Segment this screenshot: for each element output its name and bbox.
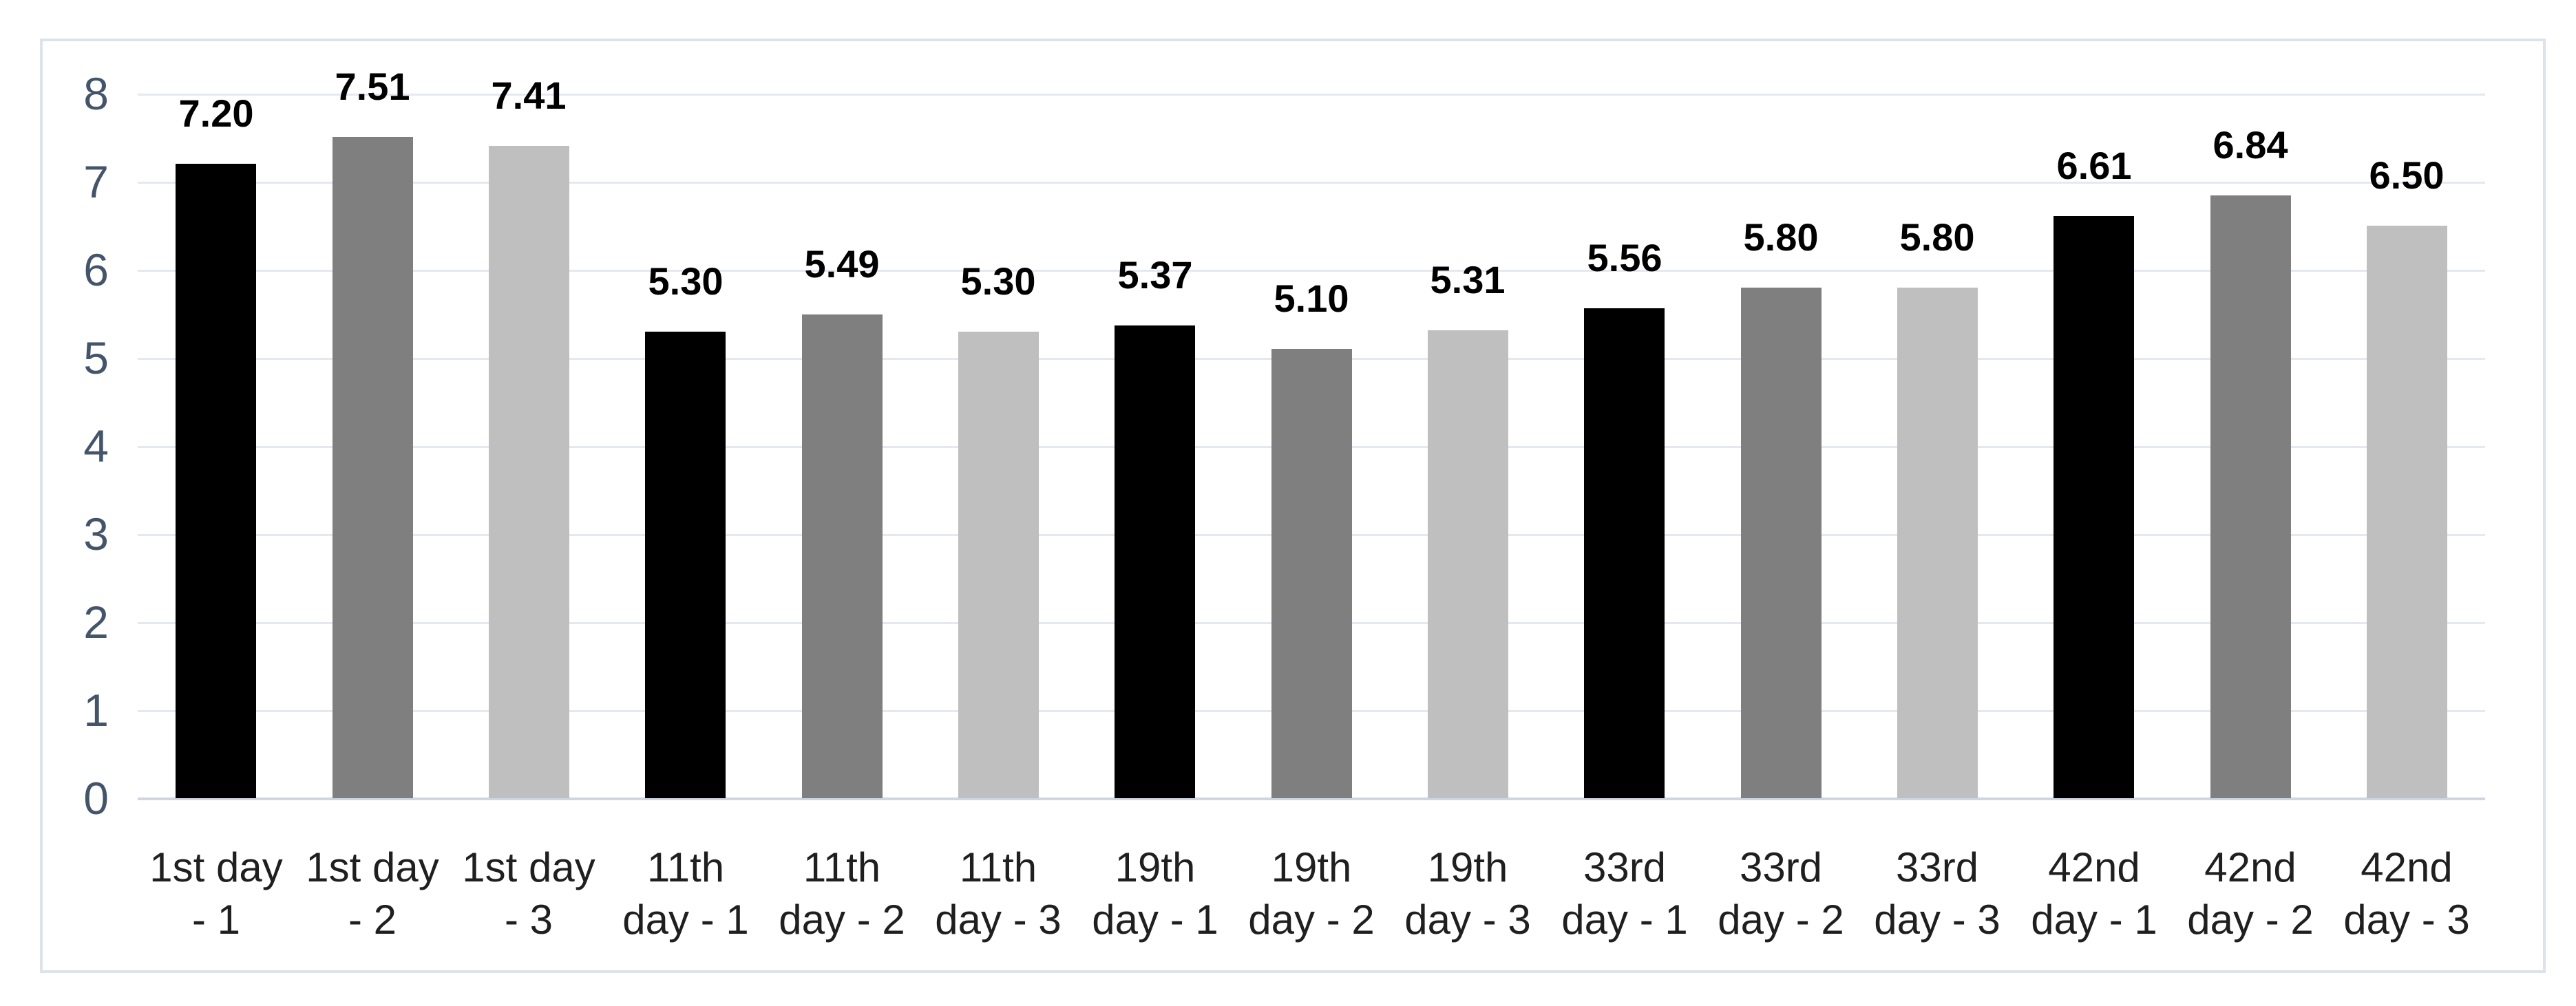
bar-value-label: 6.84: [2213, 123, 2288, 167]
category-label-line: 1st day: [149, 844, 283, 890]
x-axis-category-label: 42nd day - 3: [2303, 842, 2510, 946]
category-label-line: 19th: [1427, 844, 1508, 890]
category-label-line: 42nd: [2204, 844, 2297, 890]
x-axis-category-label: 11th day - 1: [582, 842, 789, 946]
x-axis-category-label: 19th day - 1: [1052, 842, 1258, 946]
category-label-line: - 3: [504, 897, 553, 943]
category-label-line: day - 2: [779, 897, 905, 943]
gridline: [138, 94, 2485, 96]
category-label-line: day - 1: [1092, 897, 1218, 943]
y-axis-tick-label: 3: [83, 509, 109, 559]
gridline: [138, 182, 2485, 184]
bar: [1271, 349, 1352, 798]
category-label-line: 1st day: [306, 844, 439, 890]
category-label-line: 42nd: [2361, 844, 2453, 890]
bar: [489, 146, 569, 798]
x-axis-category-label: 19th day - 2: [1208, 842, 1415, 946]
bar: [645, 332, 726, 798]
bar: [1897, 288, 1978, 798]
category-label-line: 1st day: [462, 844, 595, 890]
bar: [2367, 226, 2447, 798]
bar: [332, 137, 413, 798]
x-axis-category-label: 11th day - 3: [895, 842, 1101, 946]
category-label-line: 33rd: [1583, 844, 1667, 890]
category-label-line: day - 2: [1248, 897, 1375, 943]
category-label-line: day - 3: [935, 897, 1062, 943]
bar: [1741, 288, 1822, 798]
bar: [1584, 308, 1665, 798]
category-label-line: day - 3: [2343, 897, 2470, 943]
gridline: [138, 270, 2485, 272]
bar-value-label: 5.49: [804, 242, 880, 286]
y-axis-tick-label: 5: [83, 332, 109, 383]
category-label-line: 19th: [1115, 844, 1196, 890]
bar-value-label: 5.30: [648, 259, 724, 303]
bar-value-label: 5.80: [1899, 215, 1975, 259]
y-axis-tick-label: 4: [83, 420, 109, 471]
x-axis-category-label: 19th day - 3: [1364, 842, 1571, 946]
category-label-line: day - 1: [1561, 897, 1688, 943]
bar: [2054, 216, 2134, 798]
bar: [802, 314, 883, 798]
category-label-line: day - 1: [622, 897, 749, 943]
y-axis-tick-label: 7: [83, 156, 109, 207]
category-label-line: day - 1: [2031, 897, 2157, 943]
x-axis-category-label: 1st day - 1: [113, 842, 319, 946]
x-axis-category-label: 1st day - 3: [425, 842, 632, 946]
bar-value-label: 7.41: [491, 74, 567, 117]
category-label-line: - 2: [348, 897, 397, 943]
category-label-line: 42nd: [2048, 844, 2140, 890]
x-axis-category-label: 33rd day - 1: [1521, 842, 1728, 946]
x-axis-category-label: 11th day - 2: [739, 842, 945, 946]
category-label-line: day - 3: [1874, 897, 2000, 943]
bar: [958, 332, 1039, 798]
bar: [1428, 330, 1508, 798]
bar-value-label: 6.61: [2056, 144, 2132, 187]
y-axis-tick-label: 2: [83, 597, 109, 648]
category-label-line: day - 2: [2187, 897, 2314, 943]
bar-value-label: 5.31: [1430, 258, 1506, 301]
y-axis-tick-label: 1: [83, 685, 109, 736]
bar-value-label: 7.51: [335, 65, 410, 108]
bar-value-label: 5.10: [1274, 277, 1349, 320]
x-axis-category-label: 42nd day - 1: [1991, 842, 2197, 946]
bar-value-label: 5.37: [1117, 253, 1193, 297]
x-axis-category-label: 42nd day - 2: [2147, 842, 2354, 946]
x-axis-category-label: 33rd day - 2: [1678, 842, 1884, 946]
category-label-line: day - 2: [1718, 897, 1844, 943]
chart-frame: 0 1 2 3 4 5 6 7 8 7.20 7.51 7.41 5.30 5.49 5.30 5.37 5.…: [40, 39, 2546, 973]
category-label-line: 11th: [803, 844, 881, 890]
bar-value-label: 5.56: [1587, 236, 1662, 279]
category-label-line: - 1: [191, 897, 241, 943]
bar: [2210, 195, 2291, 798]
x-axis-category-label: 1st day - 2: [269, 842, 476, 946]
bar: [1115, 325, 1195, 798]
bar: [176, 164, 256, 798]
x-axis-line: [138, 798, 2485, 800]
y-axis-tick-label: 6: [83, 244, 109, 295]
category-label-line: 33rd: [1739, 844, 1823, 890]
bar-value-label: 5.30: [960, 259, 1036, 303]
category-label-line: day - 3: [1404, 897, 1531, 943]
x-axis-category-label: 33rd day - 3: [1834, 842, 2040, 946]
y-axis-tick-label: 0: [83, 773, 109, 824]
y-axis-tick-label: 8: [83, 68, 109, 119]
category-label-line: 33rd: [1895, 844, 1979, 890]
category-label-line: 11th: [959, 844, 1037, 890]
category-label-line: 11th: [646, 844, 725, 890]
bar-value-label: 7.20: [178, 92, 254, 135]
bar-value-label: 6.50: [2369, 153, 2445, 197]
category-label-line: 19th: [1271, 844, 1352, 890]
bar-value-label: 5.80: [1743, 215, 1819, 259]
